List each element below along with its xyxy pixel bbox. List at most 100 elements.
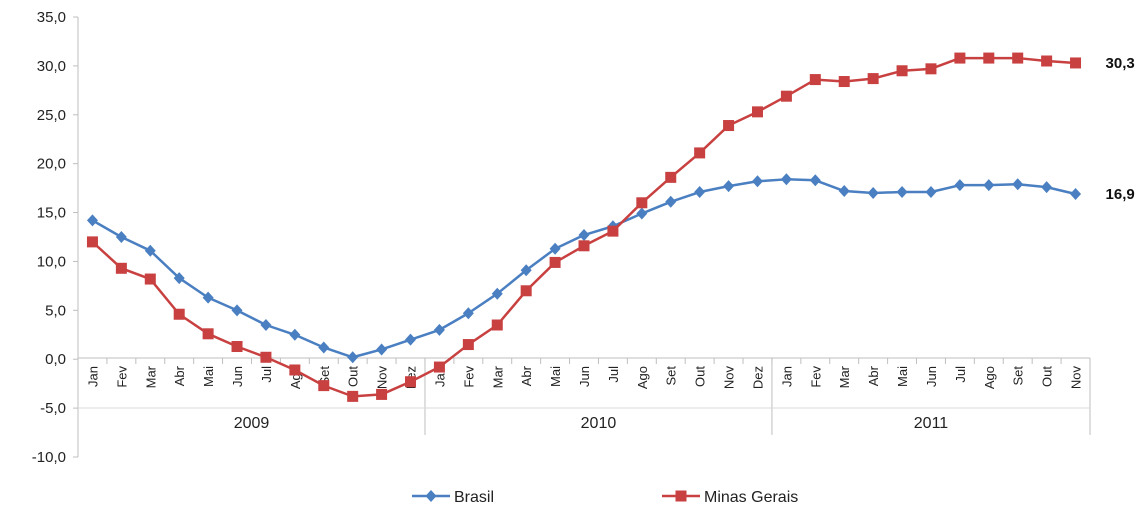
x-tick-label: Nov: [375, 366, 390, 390]
data-point-diamond: [1041, 181, 1053, 194]
data-point-diamond: [838, 185, 850, 198]
data-point-square: [86, 236, 98, 248]
data-point-diamond: [86, 214, 98, 227]
data-point-square: [665, 171, 677, 183]
data-point-diamond: [867, 187, 879, 199]
year-label: 2010: [581, 415, 617, 432]
data-point-square: [549, 256, 561, 268]
data-point-diamond: [925, 186, 937, 199]
x-tick-label: Jun: [230, 366, 245, 387]
x-tick-label: Jan: [779, 366, 794, 387]
data-point-diamond: [896, 186, 908, 199]
data-point-square: [376, 388, 388, 400]
legend-label: Minas Gerais: [704, 489, 798, 506]
data-point-square: [115, 262, 127, 274]
data-point-diamond: [462, 307, 474, 320]
data-point-square: [607, 225, 619, 237]
data-point-square: [1070, 57, 1082, 69]
end-value-label: 30,3: [1106, 55, 1135, 72]
data-point-diamond: [665, 195, 677, 208]
data-point-square: [983, 52, 995, 64]
data-point-square: [954, 52, 966, 64]
x-tick-label: Mai: [548, 366, 563, 387]
y-tick-label: 15,0: [37, 205, 66, 222]
end-value-label: 16,9: [1106, 186, 1135, 203]
x-tick-label: Abr: [172, 365, 187, 386]
x-tick-label: Abr: [866, 365, 881, 386]
y-tick-label: -5,0: [40, 400, 66, 417]
data-point-square: [751, 106, 763, 118]
x-tick-label: Jun: [577, 366, 592, 387]
data-point-square: [723, 120, 735, 132]
data-point-square: [405, 376, 417, 388]
y-tick-label: 25,0: [37, 107, 66, 124]
year-label: 2011: [914, 415, 949, 432]
data-point-square: [896, 65, 908, 77]
data-point-square: [318, 380, 330, 392]
data-point-diamond: [491, 287, 503, 300]
data-point-diamond: [231, 304, 243, 317]
data-point-square: [173, 308, 185, 320]
x-tick-label: Fev: [114, 366, 129, 388]
legend-label: Brasil: [454, 489, 494, 506]
x-tick-label: Fev: [461, 366, 476, 388]
series-brasil: 16,9: [86, 173, 1135, 364]
x-tick-label: Ago: [635, 366, 650, 389]
data-point-square: [636, 197, 648, 209]
data-point-square: [202, 328, 214, 340]
x-tick-label: Dez: [750, 366, 765, 389]
x-tick-label: Abr: [519, 365, 534, 386]
y-tick-label: 20,0: [37, 156, 66, 173]
legend-item: Minas Gerais: [662, 489, 798, 506]
data-point-diamond: [751, 175, 763, 188]
x-tick-label: Jul: [953, 366, 968, 383]
x-tick-label: Fev: [808, 366, 823, 388]
x-tick-label: Mar: [837, 365, 852, 388]
x-tick-label: Jul: [259, 366, 274, 383]
data-point-square: [780, 90, 792, 102]
x-tick-label: Nov: [722, 366, 737, 390]
data-point-diamond: [809, 174, 821, 187]
x-tick-label: Set: [664, 366, 679, 386]
series-minas-gerais: 30,3: [86, 52, 1135, 402]
series-line: [91, 178, 1076, 359]
data-point-diamond: [1070, 187, 1082, 200]
data-point-square: [838, 76, 850, 88]
data-point-square: [491, 319, 503, 331]
data-point-diamond: [433, 323, 445, 336]
data-point-square: [809, 74, 821, 86]
data-point-diamond: [144, 244, 156, 257]
data-point-diamond: [694, 186, 706, 199]
y-tick-label: -10,0: [32, 449, 66, 466]
data-point-square: [289, 364, 301, 376]
data-point-diamond: [347, 351, 359, 364]
x-tick-label: Mar: [143, 365, 158, 388]
x-tick-label: Mai: [895, 366, 910, 387]
x-tick-label: Jan: [85, 366, 100, 387]
legend-marker-square: [675, 490, 687, 502]
data-point-diamond: [780, 173, 792, 186]
y-tick-label: 35,0: [37, 9, 66, 26]
data-point-square: [462, 339, 474, 351]
data-point-square: [231, 341, 243, 353]
x-tick-label: Mar: [490, 365, 505, 388]
y-tick-label: 10,0: [37, 253, 66, 270]
data-point-diamond: [636, 207, 648, 220]
x-tick-label: Mai: [201, 366, 216, 387]
x-tick-label: Set: [1011, 366, 1026, 386]
x-tick-label: Out: [1040, 366, 1055, 387]
data-point-diamond: [1012, 178, 1024, 191]
data-point-diamond: [954, 179, 966, 192]
data-point-diamond: [115, 231, 127, 243]
legend-item: Brasil: [412, 489, 494, 506]
data-point-diamond: [983, 179, 995, 192]
data-point-square: [260, 351, 272, 363]
data-point-square: [433, 361, 445, 373]
data-point-square: [520, 285, 532, 297]
data-point-diamond: [549, 242, 561, 255]
data-point-diamond: [376, 343, 388, 356]
x-tick-label: Nov: [1069, 366, 1084, 390]
data-point-diamond: [405, 333, 417, 346]
